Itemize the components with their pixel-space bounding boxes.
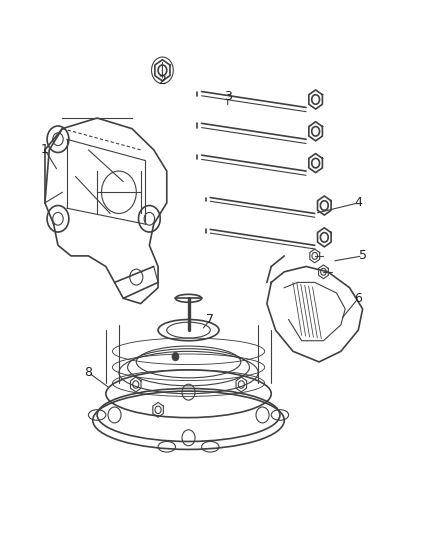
Text: 1: 1 — [41, 143, 49, 156]
Text: 3: 3 — [224, 90, 232, 103]
Text: 5: 5 — [359, 249, 367, 262]
Circle shape — [172, 352, 179, 361]
Text: 2: 2 — [159, 75, 166, 87]
Text: 8: 8 — [85, 366, 92, 379]
Text: 6: 6 — [354, 292, 362, 305]
Text: 7: 7 — [206, 313, 214, 326]
Text: 4: 4 — [354, 196, 362, 209]
